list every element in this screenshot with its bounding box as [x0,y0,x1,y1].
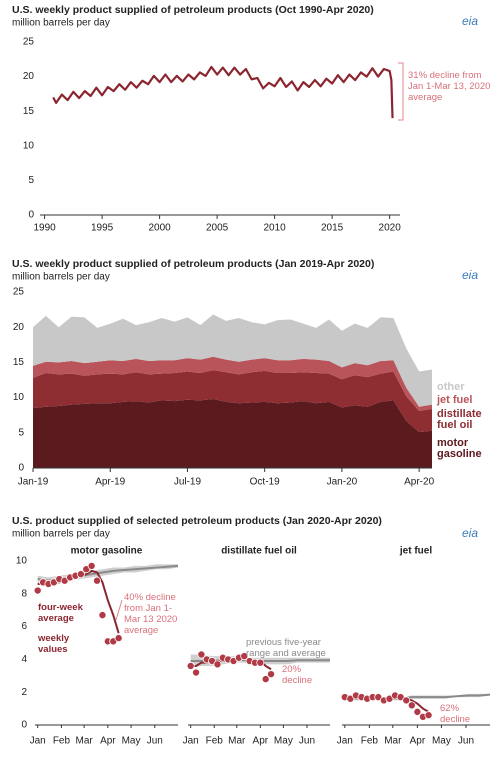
area [33,356,432,411]
weekly-dot [87,561,96,570]
y-tick-label: 10 [23,140,35,151]
x-tick-label: Feb [361,736,379,747]
y-tick-label: 0 [18,463,24,474]
x-tick-label: Feb [53,736,71,747]
x-tick-label: Jun [458,736,474,747]
x-tick-label: May [432,736,451,747]
x-tick-label: May [274,736,293,747]
weekly-dot [33,586,42,595]
legend-label: jet fuel [437,394,473,406]
annotation: previous five-year range and average [246,637,326,659]
weekly-dot [197,650,206,659]
leader [115,599,123,621]
y-tick-label: 5 [18,427,24,438]
x-tick-label: Apr [253,736,269,747]
legend-label: distillate fuel oil [437,408,482,431]
annotation: 31% decline from Jan 1-Mar 13, 2020 aver… [408,70,491,103]
weekly-dot [424,711,433,720]
area [33,370,432,433]
x-tick-label: May [122,736,141,747]
x-tick-label: 1990 [33,223,56,234]
y-tick-label: 20 [23,71,35,82]
x-tick-label: Jun [299,736,315,747]
weekly-dot [267,670,276,679]
x-tick-label: Apr-20 [404,477,434,488]
panel-title: motor gasoline [71,546,143,557]
area [33,399,432,468]
annotation: 20% decline [282,664,313,686]
y-tick-label: 10 [16,556,28,567]
annotation: 40% decline from Jan 1-Mar 13 2020 avera… [124,592,178,636]
axis-unit: million barrels per day [12,272,110,283]
y-tick-label: 4 [21,654,27,665]
y-tick-label: 25 [13,287,25,298]
weekly-dot [213,660,222,669]
x-tick-label: 2010 [264,223,287,234]
weekly-dot [114,634,123,643]
x-tick-label: 1995 [91,223,114,234]
x-tick-label: Jun [147,736,163,747]
y-tick-label: 2 [21,687,27,698]
y-tick-label: 25 [23,37,35,48]
weekly-dot [413,707,422,716]
x-tick-label: Jan-19 [18,477,49,488]
annotation: 62% decline [440,703,471,725]
axis-unit: million barrels per day [12,18,110,29]
x-tick-label: Apr [410,736,426,747]
y-tick-label: 5 [28,175,34,186]
x-tick-label: Jan [183,736,199,747]
weekly-dot [402,696,411,705]
legend-label: other [437,381,465,393]
weekly-dot [98,611,107,620]
area [33,314,432,407]
weekly-dot [186,661,195,670]
x-tick-label: Jan-20 [327,477,358,488]
panel-title: distillate fuel oil [221,546,297,557]
logo: eia [462,526,478,540]
x-tick-label: Mar [75,736,93,747]
line [52,65,394,119]
chart-title: U.S. product supplied of selected petrol… [12,515,382,527]
x-tick-label: Jan [30,736,46,747]
y-tick-label: 10 [13,392,25,403]
y-tick-label: 6 [21,621,27,632]
logo: eia [462,14,478,28]
legend-label: motor gasoline [437,437,482,460]
x-tick-label: 2015 [321,223,344,234]
weekly-dot [407,701,416,710]
weekly-dot [192,668,201,677]
x-tick-label: 2020 [379,223,402,234]
y-tick-label: 0 [21,720,27,731]
bracket [398,62,404,121]
x-tick-label: Mar [384,736,402,747]
weekly-dot [256,658,265,667]
x-tick-label: Jan [337,736,353,747]
weekly-dot [240,652,249,661]
chart-title: U.S. weekly product supplied of petroleu… [12,258,374,270]
y-tick-label: 8 [21,588,27,599]
x-tick-label: Oct-19 [250,477,280,488]
annotation: four-week average [38,602,83,624]
axis-unit: million barrels per day [12,529,110,540]
x-tick-label: 2000 [148,223,171,234]
x-tick-label: Mar [228,736,246,747]
y-tick-label: 15 [13,357,25,368]
x-tick-label: Feb [206,736,224,747]
x-tick-label: 2005 [206,223,229,234]
weekly-dot [93,576,102,585]
annotation: weekly values [38,633,70,655]
chart-title: U.S. weekly product supplied of petroleu… [12,4,374,16]
y-tick-label: 15 [23,106,35,117]
y-tick-label: 20 [13,322,25,333]
weekly-dot [261,675,270,684]
panel-title: jet fuel [399,546,432,557]
x-tick-label: Apr-19 [95,477,125,488]
y-tick-label: 0 [28,210,34,221]
x-tick-label: Apr [100,736,116,747]
logo: eia [462,268,478,282]
weekly-dot [76,570,85,579]
x-tick-label: Jul-19 [174,477,202,488]
